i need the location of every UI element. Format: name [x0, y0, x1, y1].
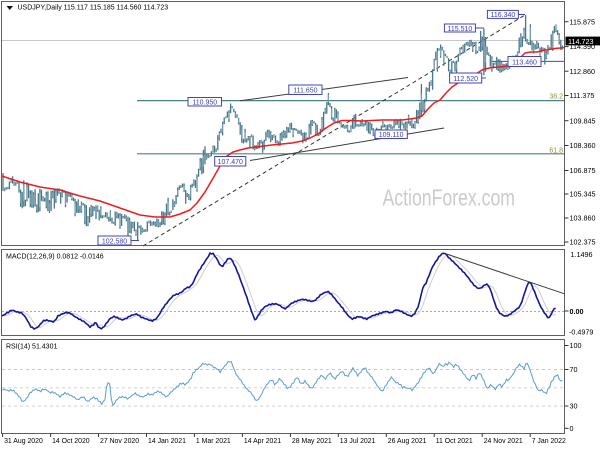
svg-text:USDJPY,Daily 115.117 115.185: USDJPY,Daily 115.117 115.185 114.560 114…: [18, 5, 169, 12]
svg-text:31 Aug 2020: 31 Aug 2020: [4, 438, 43, 445]
svg-text:110.950: 110.950: [192, 100, 217, 107]
svg-text:30: 30: [570, 402, 578, 411]
svg-text:107.470: 107.470: [218, 159, 243, 166]
svg-text:ActionForex.com: ActionForex.com: [383, 185, 516, 211]
svg-text:MACD(12,26,9) 0.0812 -0.0146: MACD(12,26,9) 0.0812 -0.0146: [6, 253, 104, 260]
svg-text:108.360: 108.360: [570, 141, 596, 150]
svg-text:11 Oct 2021: 11 Oct 2021: [436, 438, 473, 445]
svg-text:38.2: 38.2: [549, 94, 563, 101]
svg-text:116.340: 116.340: [491, 12, 516, 19]
svg-text:114.390: 114.390: [570, 42, 595, 51]
svg-text:1 Mar 2021: 1 Mar 2021: [196, 438, 231, 445]
svg-text:109.110: 109.110: [379, 132, 404, 139]
svg-text:26 Aug 2021: 26 Aug 2021: [388, 438, 427, 445]
svg-text:115.510: 115.510: [448, 26, 473, 33]
svg-text:114.723: 114.723: [568, 37, 593, 46]
svg-text:28 May 2021: 28 May 2021: [292, 438, 332, 445]
svg-text:113.460: 113.460: [512, 59, 537, 66]
svg-text:14 Oct 2020: 14 Oct 2020: [52, 438, 90, 445]
svg-text:61.8: 61.8: [549, 148, 563, 155]
svg-text:112.860: 112.860: [570, 67, 595, 76]
svg-text:106.875: 106.875: [570, 166, 596, 175]
svg-text:70: 70: [570, 365, 578, 374]
svg-text:14 Apr 2021: 14 Apr 2021: [244, 438, 281, 445]
svg-text:111.375: 111.375: [570, 91, 595, 100]
svg-text:-0.4979: -0.4979: [569, 328, 593, 337]
svg-text:RSI(14) 51.4301: RSI(14) 51.4301: [6, 344, 57, 351]
svg-text:7 Jan 2022: 7 Jan 2022: [532, 438, 566, 445]
svg-text:14 Jan 2021: 14 Jan 2021: [148, 438, 186, 445]
svg-text:105.345: 105.345: [570, 190, 596, 199]
svg-text:111.650: 111.650: [293, 88, 317, 95]
svg-text:13 Jul 2021: 13 Jul 2021: [340, 438, 376, 445]
svg-text:27 Nov 2020: 27 Nov 2020: [100, 438, 139, 445]
svg-text:24 Nov 2021: 24 Nov 2021: [484, 438, 523, 445]
svg-text:115.875: 115.875: [570, 17, 595, 26]
svg-text:102.580: 102.580: [102, 238, 127, 245]
svg-text:112.520: 112.520: [453, 76, 478, 83]
svg-text:100: 100: [570, 341, 582, 350]
svg-text:103.860: 103.860: [570, 214, 596, 223]
svg-text:109.845: 109.845: [570, 116, 596, 125]
svg-text:0.00: 0.00: [570, 307, 584, 316]
svg-text:0: 0: [570, 424, 574, 433]
svg-text:1.1496: 1.1496: [571, 250, 593, 259]
svg-text:102.375: 102.375: [570, 238, 596, 247]
